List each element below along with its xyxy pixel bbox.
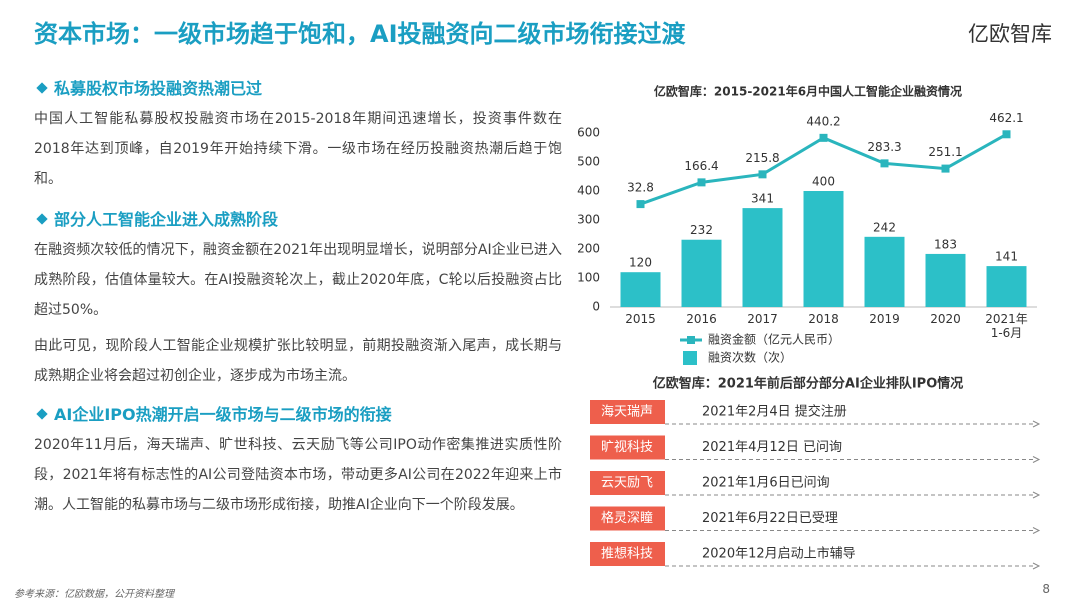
heading-text: 部分人工智能企业进入成熟阶段 (54, 210, 279, 229)
heading: AI企业IPO热潮开启一级市场与二级市场的衔接 (34, 400, 562, 430)
data-label: 120 (629, 256, 652, 270)
data-label: 242 (873, 220, 896, 234)
company-box (590, 542, 665, 566)
heading-text: 私募股权市场投融资热潮已过 (54, 79, 263, 98)
company: 格灵深瞳 (601, 510, 653, 526)
heading-text: AI企业IPO热潮开启一级市场与二级市场的衔接 (54, 405, 392, 424)
logo: 亿欧智库 (968, 22, 1052, 46)
legend-label: 融资次数（次） (708, 350, 792, 365)
status: 2021年6月22日已受理 (702, 511, 838, 526)
x-tick-label: 2019 (869, 312, 900, 326)
point (636, 200, 645, 209)
arrow-head (1032, 491, 1041, 499)
data-label: 141 (995, 250, 1018, 264)
data-label: 166.4 (684, 159, 718, 173)
y-tick-label: 600 (577, 126, 600, 140)
company: 云天励飞 (601, 476, 653, 491)
data-label: 251.1 (928, 145, 962, 159)
heading: 私募股权市场投融资热潮已过 (34, 74, 562, 104)
company-box (590, 400, 665, 424)
x-tick-label: 2020 (930, 312, 961, 326)
data-label: 341 (751, 192, 774, 206)
legend-marker (687, 336, 695, 344)
point (819, 133, 828, 142)
point (941, 164, 950, 173)
arrow-head (1032, 420, 1041, 428)
arrow-head (1032, 562, 1041, 570)
bar (803, 191, 844, 307)
arrow-head (1032, 527, 1041, 534)
bar (620, 272, 661, 307)
company-box (590, 435, 665, 460)
company: 推想科技 (601, 546, 653, 562)
status: 2020年12月启动上市辅导 (702, 546, 856, 562)
data-label: 232 (690, 223, 713, 237)
y-tick-label: 400 (577, 184, 600, 198)
company-box (590, 471, 665, 495)
data-label: 462.1 (989, 111, 1023, 125)
section: 部分人工智能企业进入成熟阶段 在融资频次较低的情况下，融资金额在2021年出现明… (34, 205, 562, 397)
source: 参考来源：亿欧数据，公开资料整理 (14, 589, 174, 600)
y-tick-label: 200 (577, 242, 600, 256)
slide-title: 资本市场：一级市场趋于饱和，AI投融资向二级市场衔接过渡 (34, 20, 686, 48)
company-box (590, 506, 665, 531)
data-label: 440.2 (806, 114, 840, 128)
bar (925, 253, 966, 307)
paragraph: 在融资频次较低的情况下，融资金额在2021年出现明显增长，说明部分AI企业已进入… (34, 242, 562, 318)
section: 私募股权市场投融资热潮已过 中国人工智能私募股权投融资市场在2015-2018年… (34, 74, 562, 200)
point (758, 170, 767, 179)
heading: 部分人工智能企业进入成熟阶段 (34, 205, 562, 235)
section: AI企业IPO热潮开启一级市场与二级市场的衔接 2020年11月后，海天瑞声、旷… (34, 400, 562, 526)
paragraph: 由此可见，现阶段人工智能企业规模扩张比较明显，前期投融资渐入尾声，成长期与成熟期… (34, 338, 562, 384)
company: 海天瑞声 (601, 405, 653, 420)
data-label: 32.8 (627, 181, 654, 195)
paragraph: 2020年11月后，海天瑞声、旷世科技、云天励飞等公司IPO动作密集推进实质性阶… (34, 437, 562, 513)
status: 2021年2月4日 提交注册 (702, 404, 847, 420)
y-tick-label: 300 (577, 213, 600, 227)
status: 2021年1月6日已问询 (702, 476, 830, 491)
data-label: 183 (934, 237, 957, 251)
y-tick-label: 0 (592, 300, 600, 314)
bar (742, 208, 783, 307)
x-tick-label: 2015 (625, 312, 656, 326)
y-tick-label: 100 (577, 271, 600, 285)
chart-title: 亿欧智库：2015-2021年6月中国人工智能企业融资情况 (654, 84, 962, 99)
status: 2021年4月12日 已问询 (702, 440, 842, 455)
x-tick-label: 2016 (686, 312, 717, 326)
point (880, 159, 889, 168)
point (1002, 130, 1011, 139)
data-label: 400 (812, 175, 835, 189)
page-number: 8 (1042, 582, 1050, 596)
bar (864, 236, 905, 307)
bar (681, 239, 722, 307)
company: 旷视科技 (601, 440, 653, 455)
ipo-title: 亿欧智库：2021年前后部分部分AI企业排队IPO情况 (653, 376, 964, 392)
data-label: 283.3 (867, 140, 901, 154)
x-tick-label: 2017 (747, 312, 778, 326)
legend-label: 融资金额（亿元人民币） (708, 332, 840, 347)
x-tick-label: 2018 (808, 312, 839, 326)
paragraph: 中国人工智能私募股权投融资市场在2015-2018年期间迅速增长，投资事件数在2… (34, 111, 562, 187)
legend-swatch (683, 351, 697, 365)
y-tick-label: 500 (577, 155, 600, 169)
bar (986, 266, 1027, 307)
point (697, 178, 706, 187)
x-tick-label: 2021年 1-6月 (985, 312, 1028, 340)
arrow-head (1032, 456, 1041, 463)
data-label: 215.8 (745, 151, 779, 165)
